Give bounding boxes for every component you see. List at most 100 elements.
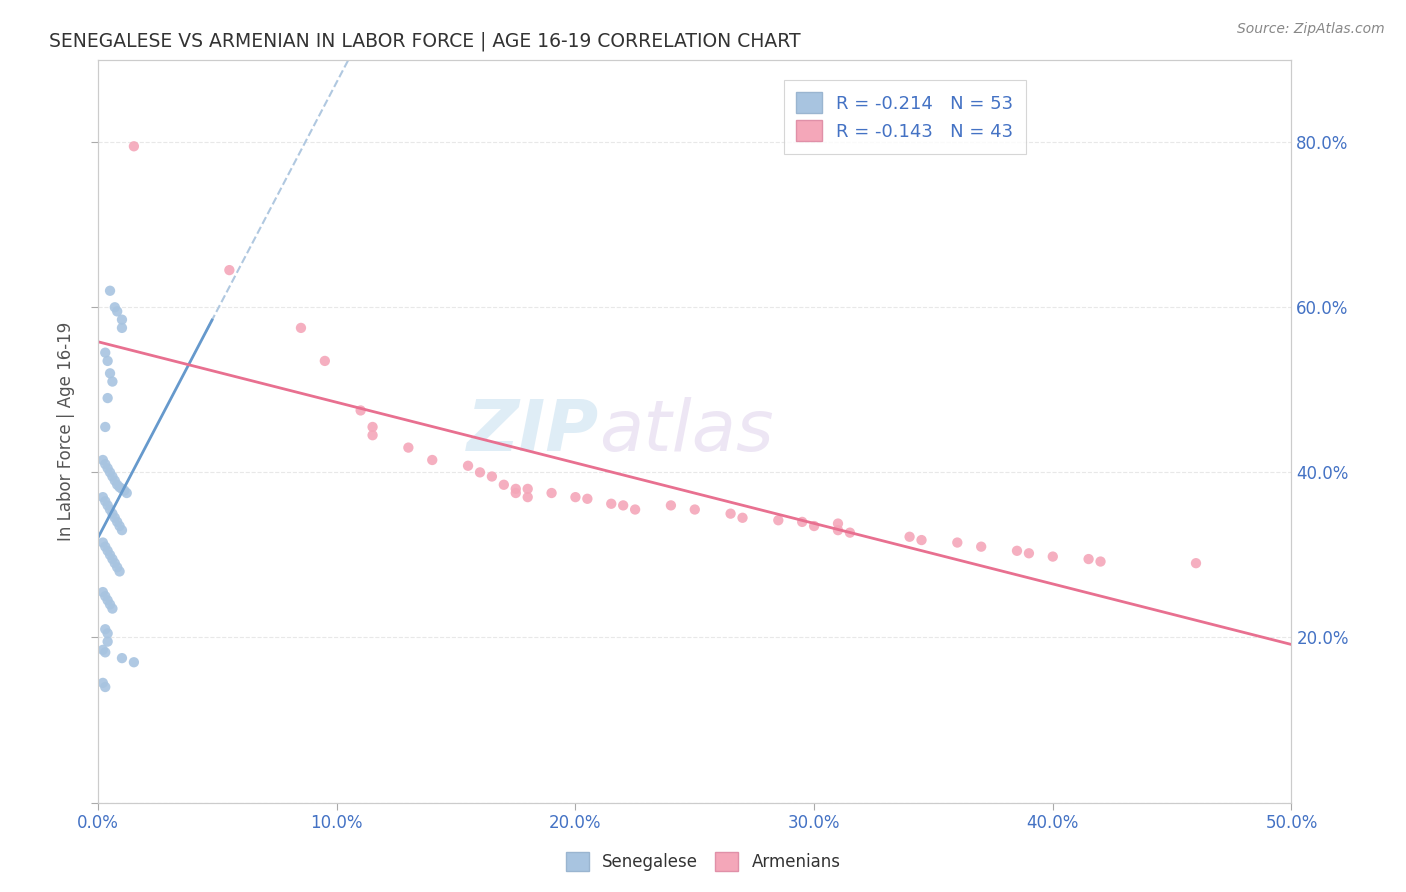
Point <box>104 300 127 314</box>
Point <box>108 480 131 494</box>
Point <box>97 499 120 513</box>
Point <box>105 560 128 574</box>
Point <box>111 482 134 496</box>
Point <box>516 482 538 496</box>
Point <box>98 284 121 298</box>
Point <box>396 441 419 455</box>
Point <box>111 651 134 665</box>
Legend: Senegalese, Armenians: Senegalese, Armenians <box>557 843 849 880</box>
Point <box>97 354 120 368</box>
Point <box>122 139 145 153</box>
Point <box>94 589 117 603</box>
Point <box>108 565 131 579</box>
Point <box>720 507 742 521</box>
Point <box>122 655 145 669</box>
Text: Source: ZipAtlas.com: Source: ZipAtlas.com <box>1237 22 1385 37</box>
Point <box>898 530 921 544</box>
Point <box>481 469 503 483</box>
Point <box>98 466 121 480</box>
Point <box>104 474 127 488</box>
Point <box>827 516 849 531</box>
Point <box>98 598 121 612</box>
Point <box>101 469 124 483</box>
Point <box>290 321 312 335</box>
Point <box>101 375 124 389</box>
Text: ZIP: ZIP <box>467 397 599 466</box>
Point <box>94 494 117 508</box>
Point <box>94 457 117 471</box>
Point <box>98 502 121 516</box>
Point <box>910 533 932 547</box>
Point <box>564 490 586 504</box>
Point <box>314 354 336 368</box>
Point <box>91 585 114 599</box>
Point <box>94 645 117 659</box>
Point <box>600 497 623 511</box>
Point <box>91 490 114 504</box>
Point <box>97 593 120 607</box>
Point <box>505 486 527 500</box>
Point <box>1042 549 1064 564</box>
Point <box>659 499 682 513</box>
Point <box>97 626 120 640</box>
Point <box>731 510 754 524</box>
Point <box>111 321 134 335</box>
Point <box>349 403 371 417</box>
Point <box>468 466 491 480</box>
Point <box>97 461 120 475</box>
Point <box>111 523 134 537</box>
Point <box>97 543 120 558</box>
Point <box>1185 556 1208 570</box>
Point <box>111 312 134 326</box>
Point <box>94 540 117 554</box>
Point <box>361 428 384 442</box>
Point <box>112 483 135 498</box>
Text: atlas: atlas <box>599 397 773 466</box>
Point <box>683 502 706 516</box>
Point <box>1018 546 1040 560</box>
Point <box>516 490 538 504</box>
Point <box>105 515 128 529</box>
Legend: R = -0.214   N = 53, R = -0.143   N = 43: R = -0.214 N = 53, R = -0.143 N = 43 <box>783 79 1026 154</box>
Point <box>218 263 240 277</box>
Point <box>105 477 128 491</box>
Point <box>94 420 117 434</box>
Point <box>91 643 114 657</box>
Point <box>768 513 790 527</box>
Point <box>104 510 127 524</box>
Point <box>624 502 647 516</box>
Point <box>101 507 124 521</box>
Point <box>970 540 993 554</box>
Point <box>97 634 120 648</box>
Point <box>104 556 127 570</box>
Point <box>1077 552 1099 566</box>
Point <box>94 622 117 636</box>
Point <box>420 453 443 467</box>
Point <box>1005 543 1028 558</box>
Point <box>98 548 121 562</box>
Point <box>612 499 634 513</box>
Point <box>946 535 969 549</box>
Point <box>1090 555 1112 569</box>
Point <box>101 601 124 615</box>
Point <box>108 519 131 533</box>
Point <box>361 420 384 434</box>
Text: SENEGALESE VS ARMENIAN IN LABOR FORCE | AGE 16-19 CORRELATION CHART: SENEGALESE VS ARMENIAN IN LABOR FORCE | … <box>49 31 801 51</box>
Point <box>91 535 114 549</box>
Point <box>838 525 860 540</box>
Point <box>94 680 117 694</box>
Point <box>97 391 120 405</box>
Point <box>105 304 128 318</box>
Point <box>492 477 515 491</box>
Point <box>457 458 479 473</box>
Point <box>576 491 599 506</box>
Point <box>540 486 562 500</box>
Point <box>827 523 849 537</box>
Point <box>115 486 138 500</box>
Point <box>792 515 814 529</box>
Y-axis label: In Labor Force | Age 16-19: In Labor Force | Age 16-19 <box>58 321 75 541</box>
Point <box>101 552 124 566</box>
Point <box>98 367 121 381</box>
Point <box>94 345 117 359</box>
Point <box>803 519 825 533</box>
